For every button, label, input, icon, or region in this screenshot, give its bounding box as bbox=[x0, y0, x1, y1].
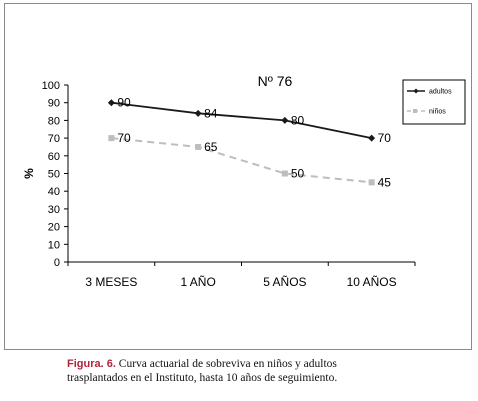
data-label-niños: 45 bbox=[378, 175, 392, 189]
chart: 0 10 20 30 40 50 60 70 80 90 100 3 MESES 1 AÑO 5 AÑOS… bbox=[22, 73, 466, 289]
y-tick-label: 20 bbox=[48, 222, 60, 234]
chart-title: Nº 76 bbox=[258, 73, 293, 89]
legend-marker-adultos bbox=[413, 88, 419, 94]
legend-marker-niños bbox=[413, 109, 417, 113]
x-category-label: 10 AÑOS bbox=[347, 275, 397, 289]
data-label-adultos: 84 bbox=[204, 106, 218, 120]
data-label-niños: 70 bbox=[117, 131, 131, 145]
series-line-adultos bbox=[111, 101, 372, 139]
data-point-adultos bbox=[368, 134, 376, 142]
y-tick-label: 90 bbox=[48, 98, 60, 110]
y-tick-label: 100 bbox=[42, 80, 60, 92]
data-point-niños bbox=[108, 135, 115, 142]
y-tick-label: 50 bbox=[48, 169, 60, 181]
chart-frame: 0 10 20 30 40 50 60 70 80 90 100 3 MESES 1 AÑO 5 AÑOS… bbox=[4, 3, 472, 350]
y-tick-label: 60 bbox=[48, 151, 60, 163]
data-label-niños: 65 bbox=[204, 140, 218, 154]
data-point-adultos bbox=[281, 116, 289, 124]
y-axis-label: % bbox=[22, 168, 36, 179]
data-point-niños bbox=[281, 170, 288, 177]
y-tick-label: 40 bbox=[48, 186, 60, 198]
data-point-adultos bbox=[107, 99, 115, 107]
legend-box bbox=[402, 79, 466, 125]
x-category-label: 5 AÑOS bbox=[263, 275, 306, 289]
y-tick-label: 70 bbox=[48, 133, 60, 145]
caption-label: Figura. 6. bbox=[67, 358, 116, 370]
y-tick-label: 30 bbox=[48, 204, 60, 216]
data-point-niños bbox=[195, 143, 202, 150]
data-point-adultos bbox=[194, 109, 202, 117]
series-line-niños bbox=[111, 137, 372, 184]
y-tick-label: 10 bbox=[48, 239, 60, 251]
data-label-niños: 50 bbox=[291, 167, 305, 181]
data-label-adultos: 80 bbox=[291, 113, 305, 127]
data-point-niños bbox=[368, 179, 375, 186]
x-category-label: 1 AÑO bbox=[180, 275, 215, 289]
legend-label-adultos: adultos bbox=[429, 89, 452, 96]
y-tick-label: 80 bbox=[48, 115, 60, 127]
caption-text: Curva actuarial de sobreviva en niños y … bbox=[67, 358, 338, 384]
y-tick-label: 0 bbox=[54, 257, 60, 269]
data-label-adultos: 90 bbox=[117, 96, 131, 110]
data-label-adultos: 70 bbox=[378, 131, 392, 145]
x-category-label: 3 MESES bbox=[85, 275, 137, 289]
figure-caption: Figura. 6. Curva actuarial de sobreviva … bbox=[67, 357, 397, 385]
legend-label-niños: niños bbox=[429, 109, 446, 116]
